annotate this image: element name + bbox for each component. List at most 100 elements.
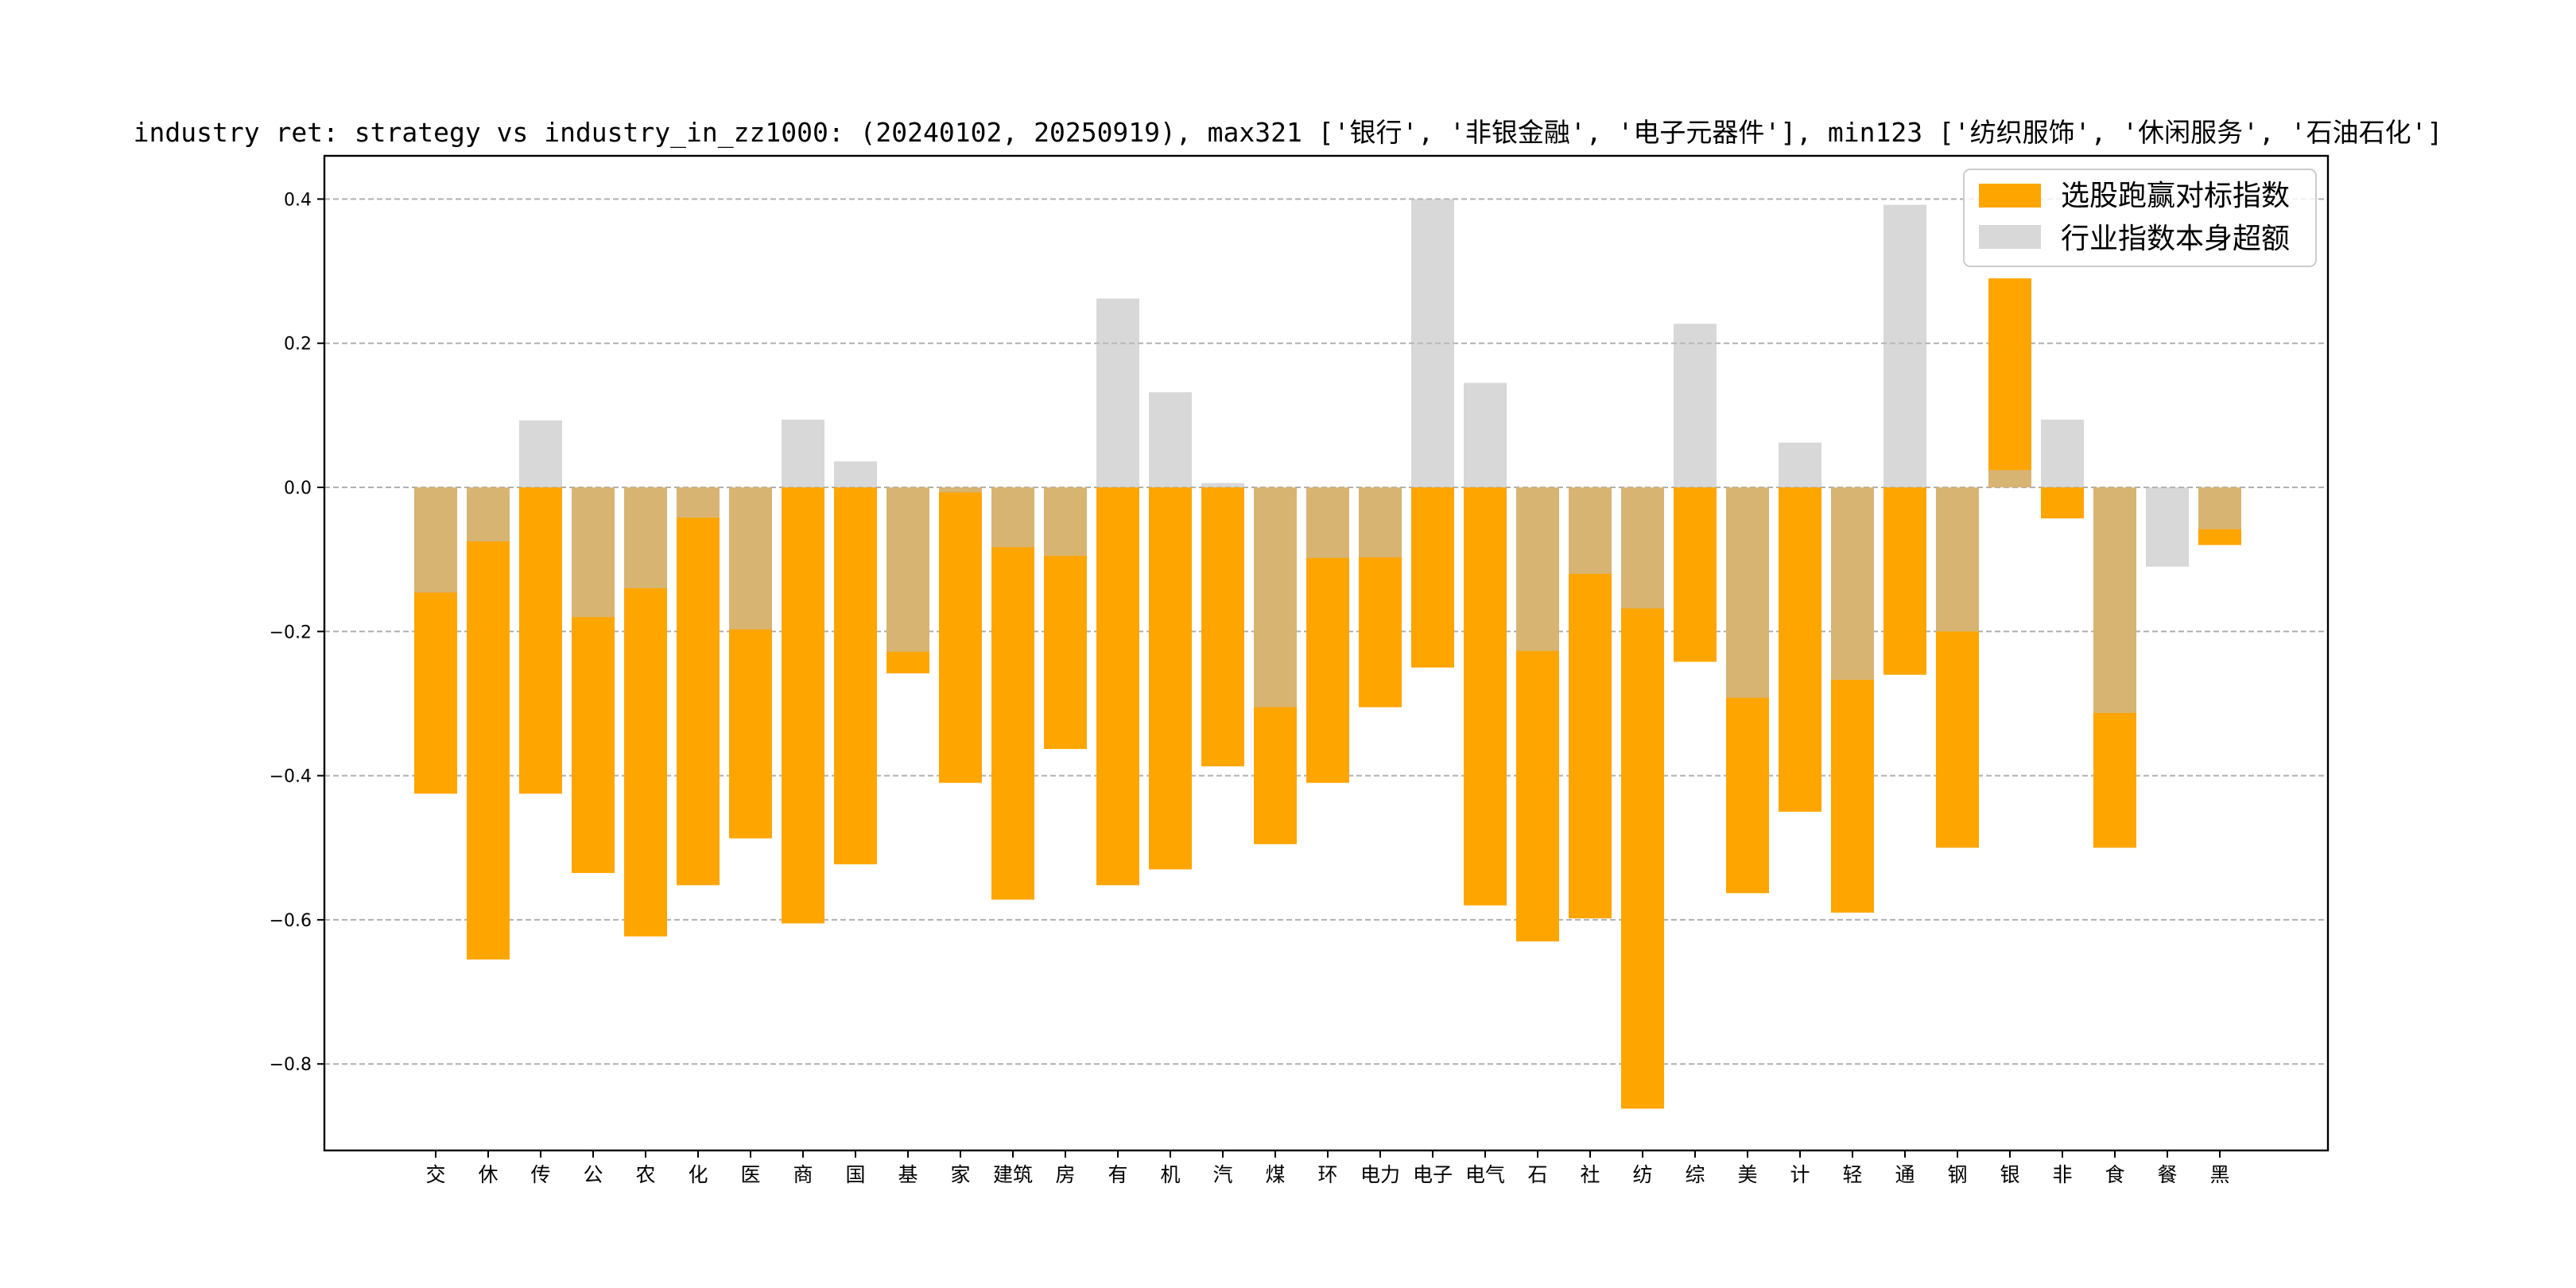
bar-strategy <box>1201 487 1244 766</box>
y-tick-label: 0.4 <box>284 190 312 210</box>
bar-industry <box>2093 487 2136 713</box>
x-tick-label: 房 <box>1055 1163 1075 1186</box>
x-tick-label: 计 <box>1790 1163 1810 1186</box>
bar-industry <box>519 420 562 487</box>
x-tick-label: 医 <box>740 1163 760 1186</box>
x-tick-label: 钢 <box>1947 1163 1967 1186</box>
x-tick-label: 公 <box>583 1163 603 1186</box>
bar-strategy <box>467 487 510 960</box>
bar-strategy <box>1988 278 2031 487</box>
y-tick-label: 0.0 <box>284 479 312 499</box>
bar-industry <box>1254 487 1297 708</box>
x-tick-label: 商 <box>793 1163 813 1186</box>
x-axis-ticks: 交 休 传 公 农 化 医 商 国 基 家建筑房 有 机 汽 煤 环电力 电子 电气石 社 纺 综 美 计 轻 通 钢 银 非 食 餐 黑 <box>425 1150 2230 1186</box>
bar-industry <box>782 419 824 487</box>
x-tick-label: 汽 <box>1212 1163 1232 1186</box>
chart-title: industry ret: strategy vs industry_in_zz… <box>134 117 2443 149</box>
bar-strategy <box>782 487 824 924</box>
x-tick-label: 社 <box>1580 1163 1600 1186</box>
bar-strategy <box>1779 487 1821 812</box>
legend-label-industry: 行业指数本身超额 <box>2061 223 2290 255</box>
bar-industry <box>1516 487 1559 651</box>
x-tick-label: 化 <box>688 1163 708 1186</box>
bar-strategy <box>1149 487 1192 870</box>
bar-industry <box>1411 199 1454 488</box>
x-tick-label: 电子 <box>1413 1163 1453 1186</box>
legend-swatch-strategy <box>1979 184 2041 208</box>
bar-industry <box>729 487 772 630</box>
x-tick-label: 石 <box>1527 1163 1547 1186</box>
bar-industry <box>1936 487 1979 632</box>
bar-strategy <box>1674 487 1717 662</box>
bar-industry <box>1359 487 1402 557</box>
y-tick-label: −0.6 <box>270 911 312 931</box>
y-tick-label: −0.4 <box>270 767 312 787</box>
x-tick-label: 农 <box>635 1163 655 1186</box>
bar-industry <box>1988 470 2031 487</box>
x-tick-label: 综 <box>1685 1163 1705 1186</box>
bar-industry <box>886 487 929 652</box>
x-tick-label: 国 <box>845 1163 865 1186</box>
x-tick-label: 休 <box>478 1163 498 1186</box>
x-tick-label: 电气 <box>1465 1163 1505 1186</box>
bar-industry <box>1306 487 1349 558</box>
x-tick-label: 电力 <box>1360 1163 1400 1186</box>
legend: 选股跑赢对标指数 行业指数本身超额 <box>1963 169 2317 267</box>
x-tick-label: 煤 <box>1265 1163 1285 1186</box>
bar-strategy <box>834 487 877 865</box>
x-tick-label: 轻 <box>1842 1163 1862 1186</box>
bar-strategy <box>2041 487 2084 518</box>
legend-box <box>1963 169 2317 267</box>
x-tick-label: 交 <box>425 1163 445 1186</box>
bar-industry <box>677 487 720 518</box>
bar-strategy <box>1411 487 1454 668</box>
x-tick-label: 基 <box>898 1163 918 1186</box>
x-tick-label: 美 <box>1737 1163 1757 1186</box>
series-strategy-bars <box>414 278 2241 1109</box>
y-tick-label: −0.8 <box>270 1055 312 1075</box>
x-tick-label: 通 <box>1895 1163 1915 1186</box>
x-tick-label: 环 <box>1317 1163 1337 1186</box>
bar-industry <box>991 487 1034 548</box>
x-tick-label: 建筑 <box>993 1163 1033 1186</box>
bar-industry <box>1674 324 1717 487</box>
bar-industry <box>467 487 510 541</box>
bar-industry <box>1464 382 1507 487</box>
plot-frame <box>323 154 2330 1152</box>
x-tick-label: 家 <box>950 1163 970 1186</box>
bar-industry <box>1096 298 1139 487</box>
bar-strategy <box>519 487 562 794</box>
bar-industry <box>1621 487 1664 609</box>
bar-industry <box>572 487 615 618</box>
bar-industry <box>2146 487 2189 567</box>
bar-industry <box>1831 487 1874 681</box>
x-tick-label: 传 <box>530 1163 550 1186</box>
x-tick-label: 有 <box>1108 1163 1127 1186</box>
legend-label-strategy: 选股跑赢对标指数 <box>2061 180 2290 212</box>
series-industry-bars <box>414 199 2241 713</box>
bar-industry <box>1726 487 1769 698</box>
x-tick-label: 纺 <box>1632 1163 1652 1186</box>
x-tick-label: 银 <box>2000 1163 2019 1186</box>
bar-industry <box>1044 487 1087 557</box>
bar-industry <box>1884 204 1926 487</box>
x-tick-label: 机 <box>1160 1163 1180 1186</box>
y-axis-ticks: 0.4 0.2 0.0 −0.2 −0.4 −0.6 −0.8 <box>270 190 324 1075</box>
bar-industry <box>1149 392 1192 487</box>
x-tick-label: 食 <box>2105 1163 2124 1186</box>
bar-strategy <box>677 487 720 886</box>
bar-strategy <box>1096 487 1139 886</box>
bar-industry <box>1569 487 1612 574</box>
bar-industry <box>1201 483 1244 487</box>
bar-industry <box>939 487 982 493</box>
bar-strategy <box>1464 487 1507 906</box>
bar-industry <box>414 487 457 593</box>
x-tick-label: 餐 <box>2157 1163 2177 1186</box>
y-tick-label: −0.2 <box>270 623 312 642</box>
bar-strategy <box>939 487 982 783</box>
bar-industry <box>2041 419 2084 487</box>
bar-strategy <box>991 487 1034 900</box>
bar-industry <box>2198 487 2241 530</box>
bar-industry <box>834 461 877 487</box>
y-tick-label: 0.2 <box>284 335 312 355</box>
